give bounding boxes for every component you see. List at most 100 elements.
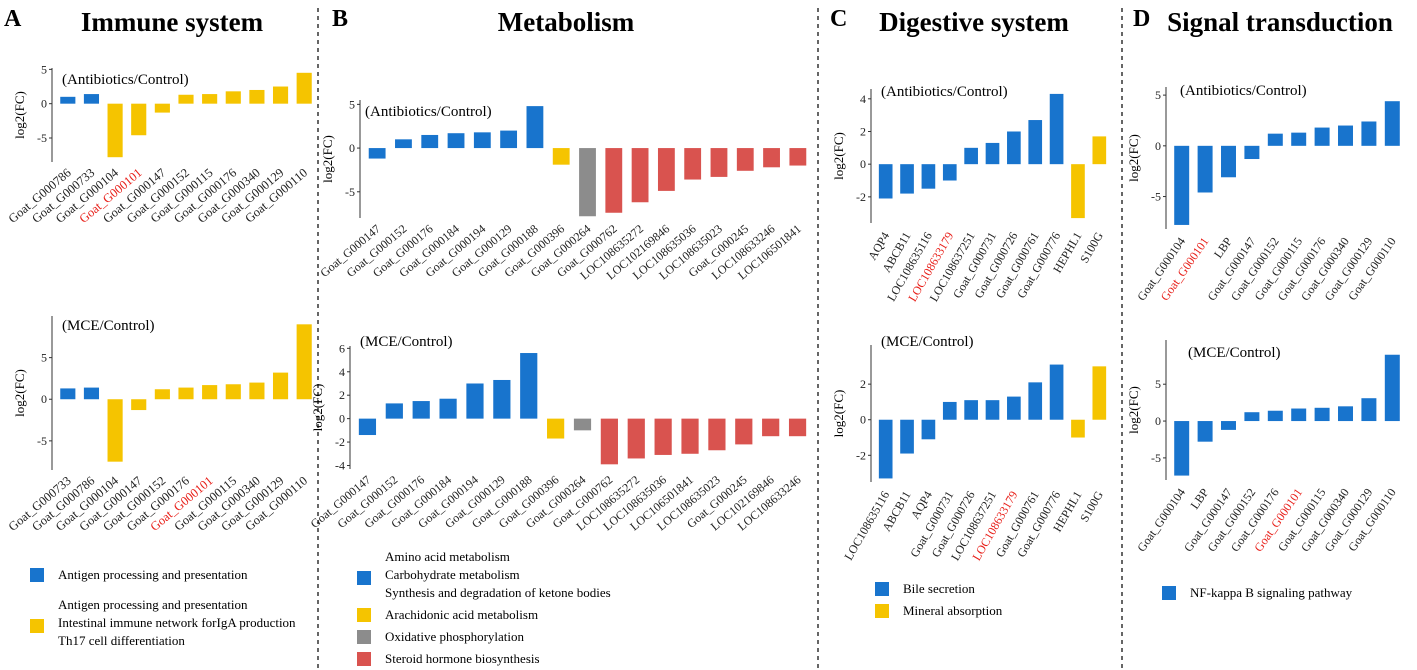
x-tick-label: S100G: [1077, 488, 1106, 524]
legend-label-line: Steroid hormone biosynthesis: [385, 651, 540, 666]
bar: [83, 387, 100, 400]
chart-a-bottom: -505log2(FC)(MCE/Control)Goat_G000733Goa…: [6, 316, 312, 534]
chart-b-bottom: -4-20246log2(FC)(MCE/Control)Goat_G00014…: [308, 334, 807, 533]
bar: [225, 91, 241, 104]
bar: [1221, 421, 1236, 430]
comparison-label: (Antibiotics/Control): [881, 84, 1008, 100]
bar: [1028, 382, 1043, 420]
panel-letter-a: A: [4, 6, 22, 32]
bar: [1092, 136, 1107, 165]
bar: [1361, 398, 1377, 422]
legend-label: Antigen processing and presentation: [58, 566, 248, 584]
legend-label: NF-kappa B signaling pathway: [1190, 584, 1352, 602]
legend-label-line: Carbohydrate metabolism: [385, 567, 520, 582]
bar: [964, 147, 978, 165]
bar: [1338, 406, 1353, 422]
y-tick-label: -4: [335, 458, 345, 472]
bar: [60, 388, 76, 400]
bar: [107, 399, 123, 462]
y-tick-label: -5: [345, 185, 355, 199]
legend-label: Oxidative phosphorylation: [385, 628, 524, 646]
bar: [178, 94, 194, 104]
legend-label-line: Antigen processing and presentation: [58, 597, 248, 612]
legend-swatch: [357, 571, 371, 585]
bar: [421, 134, 439, 149]
comparison-label: (Antibiotics/Control): [1180, 83, 1307, 99]
y-tick-label: -5: [1151, 190, 1161, 204]
legend-swatch: [357, 608, 371, 622]
bar: [296, 72, 312, 104]
legend-swatch: [30, 568, 44, 582]
x-tick-label: S100G: [1077, 229, 1106, 265]
chart-c-bottom: -202log2(FC)(MCE/Control)LOC108635116ABC…: [831, 334, 1107, 563]
bar: [1049, 93, 1064, 165]
bar: [272, 86, 289, 104]
legend-swatch: [875, 582, 889, 596]
bar: [1221, 145, 1236, 178]
bar: [131, 103, 147, 136]
bar: [1361, 121, 1377, 146]
bar: [1244, 145, 1260, 160]
legend-swatch: [875, 604, 889, 618]
legend-panel-c: Bile secretion Mineral absorption: [875, 580, 1105, 630]
bar: [154, 389, 170, 400]
y-tick-label: 4: [860, 92, 866, 106]
bar: [520, 353, 538, 419]
panel-title-b: Metabolism: [498, 7, 635, 37]
bar: [500, 130, 518, 149]
y-tick-label: -5: [37, 131, 47, 145]
y-tick-label: 0: [349, 141, 355, 155]
chart-b-top: -505log2(FC)(Antibiotics/Control)Goat_G0…: [317, 97, 807, 282]
bar: [249, 89, 265, 104]
bar: [710, 148, 728, 177]
bar: [296, 324, 312, 400]
bar: [131, 399, 147, 411]
comparison-label: (Antibiotics/Control): [365, 104, 492, 120]
legend-label-line: Th17 cell differentiation: [58, 633, 185, 648]
bar: [1092, 366, 1107, 420]
bar: [657, 148, 675, 191]
legend-panel-b: Amino acid metabolism Carbohydrate metabo…: [357, 548, 797, 668]
bar: [225, 384, 241, 400]
bar: [1028, 120, 1043, 165]
bar: [1007, 131, 1021, 165]
comparison-label: (MCE/Control): [881, 334, 974, 350]
bar: [178, 387, 194, 400]
comparison-label: (MCE/Control): [1188, 345, 1281, 361]
bar: [654, 418, 672, 455]
legend-swatch: [1162, 586, 1176, 600]
bar: [942, 401, 957, 420]
bar: [788, 418, 807, 437]
bar: [83, 94, 100, 104]
bar: [900, 164, 914, 194]
y-tick-label: 0: [41, 392, 47, 406]
y-tick-label: -2: [856, 190, 866, 204]
y-tick-label: 0: [860, 157, 866, 171]
legend-label-line: Bile secretion: [903, 581, 975, 596]
bar: [1197, 145, 1213, 193]
bar: [600, 418, 618, 465]
y-tick-label: -5: [1151, 451, 1161, 465]
bar: [385, 403, 403, 419]
y-axis-label: log2(FC): [310, 384, 325, 432]
legend-label-line: Oxidative phosphorylation: [385, 629, 525, 644]
bar: [627, 418, 645, 459]
chart-d-top: -505log2(FC)(Antibiotics/Control)Goat_G0…: [1126, 83, 1400, 303]
bar: [466, 383, 484, 419]
legend-label: Bile secretion: [903, 580, 975, 598]
chart-c-top: -2024log2(FC)(Antibiotics/Control)AQP4AB…: [831, 84, 1107, 304]
comparison-label: (MCE/Control): [360, 334, 453, 350]
bar: [1174, 145, 1190, 225]
bar: [395, 139, 412, 149]
legend-label-line: Mineral absorption: [903, 603, 1003, 618]
legend-label: Amino acid metabolism Carbohydrate metabo…: [385, 548, 611, 602]
y-axis-label: log2(FC): [1126, 134, 1141, 182]
bar: [368, 148, 386, 159]
bar: [1267, 410, 1283, 422]
bar: [547, 418, 565, 439]
bar: [272, 372, 289, 400]
bar: [439, 398, 457, 419]
y-axis-label: log2(FC): [1126, 386, 1141, 434]
y-tick-label: 0: [1155, 414, 1161, 428]
